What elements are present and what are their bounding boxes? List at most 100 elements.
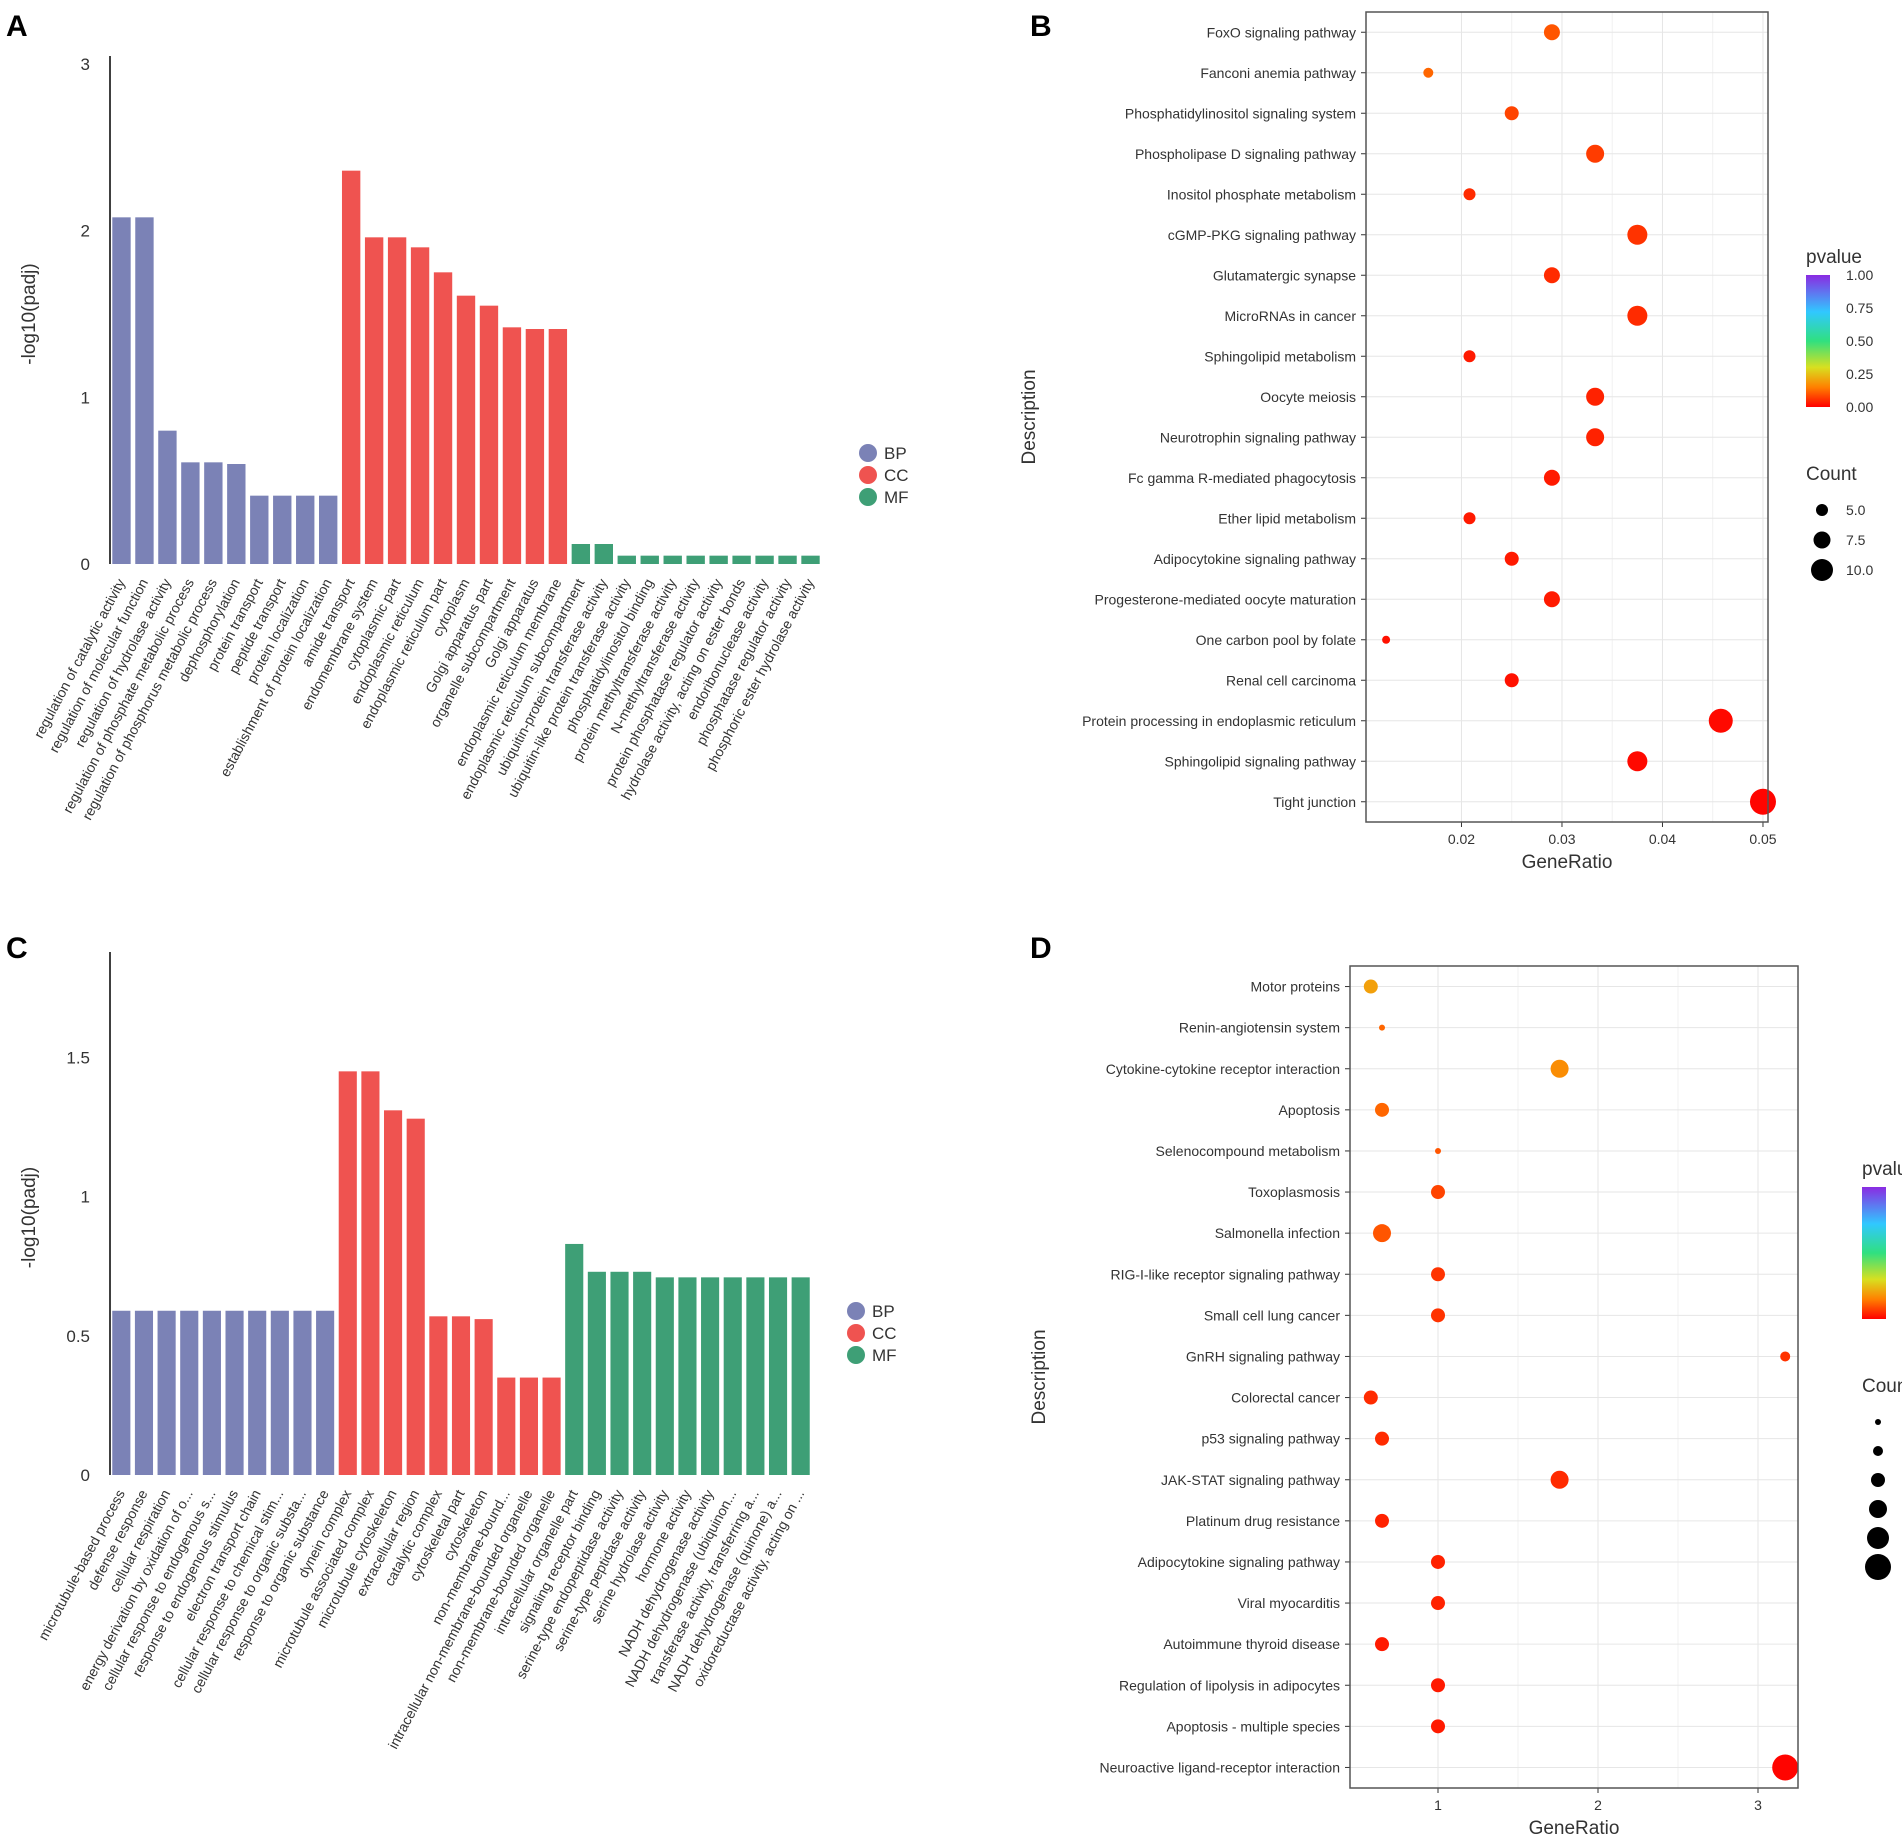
point-autoimmune-thyroid-disease xyxy=(1375,1637,1389,1652)
bar-ubiquitin-protein-transferase-activity xyxy=(594,544,613,564)
y-tick-label: p53 signaling pathway xyxy=(1201,1431,1340,1447)
bar-cytoplasmic-part xyxy=(387,237,407,565)
bar-protein-localization xyxy=(296,495,315,564)
bar-signaling-receptor-binding xyxy=(587,1271,606,1475)
y-tick-label: GnRH signaling pathway xyxy=(1186,1348,1340,1364)
bar-nadh-dehydrogenase-ubiquinon xyxy=(723,1277,742,1475)
y-tick-label: Neuroactive ligand-receptor interaction xyxy=(1100,1759,1340,1775)
x-tick-label: 0.05 xyxy=(1749,831,1776,847)
point-fc-gamma-r-mediated-phagocytosis xyxy=(1543,469,1560,486)
bar-dephosphorylation xyxy=(227,464,246,564)
bar-intracellular-non-membrane-bounded-organelle xyxy=(519,1377,538,1475)
point-cytokine-cytokine-receptor-interaction xyxy=(1550,1059,1569,1078)
plot-background xyxy=(1350,966,1798,1788)
point-neuroactive-ligand-receptor-interaction xyxy=(1772,1754,1799,1781)
size-legend-dot xyxy=(1811,559,1833,581)
bar-organelle-subcompartment xyxy=(502,327,522,564)
bar-response-to-organic-substance xyxy=(316,1310,335,1475)
bar-protein-phosphatase-regulator-activity xyxy=(709,555,728,564)
point-p53-signaling-pathway xyxy=(1375,1431,1389,1446)
legend-dot-bp xyxy=(847,1302,865,1320)
bar-protein-transport xyxy=(250,495,269,564)
color-legend-title: pvalue xyxy=(1806,247,1862,268)
color-legend-title: pvalue xyxy=(1862,1159,1902,1180)
point-sphingolipid-metabolism xyxy=(1463,350,1476,363)
x-tick-label: 0.03 xyxy=(1548,831,1575,847)
bar-defense-response xyxy=(134,1310,154,1475)
point-phospholipase-d-signaling-pathway xyxy=(1586,144,1605,163)
x-axis-title: GeneRatio xyxy=(1529,1818,1620,1836)
bar-serine-type-peptidase-activity xyxy=(633,1271,652,1475)
bar-phosphatidylinositol-binding xyxy=(640,555,659,564)
legend-dot-cc xyxy=(847,1324,865,1342)
bar-regulation-of-catalytic-activity xyxy=(112,217,131,565)
y-tick-label: Apoptosis xyxy=(1279,1102,1340,1118)
bar-regulation-of-phosphate-metabolic-process xyxy=(181,462,200,564)
y-tick-label: Protein processing in endoplasmic reticu… xyxy=(1082,713,1356,729)
y-tick-label: Small cell lung cancer xyxy=(1204,1307,1341,1323)
point-selenocompound-metabolism xyxy=(1435,1147,1441,1154)
point-tight-junction xyxy=(1749,788,1776,815)
point-colorectal-cancer xyxy=(1363,1390,1378,1405)
legend-label-bp: BP xyxy=(872,1302,895,1321)
size-legend-title: Count xyxy=(1806,464,1857,485)
size-legend-dot xyxy=(1871,1473,1885,1487)
bar-dynein-complex xyxy=(338,1071,357,1475)
point-protein-processing-in-endoplasmic-reticulum xyxy=(1708,708,1733,733)
point-apoptosis xyxy=(1375,1102,1389,1117)
dot-plot-d: 1 2 3 Motor proteins Renin-angiotensin syste… xyxy=(1029,965,1902,1836)
point-platinum-drug-resistance xyxy=(1375,1513,1389,1528)
bar-cellular-respiration xyxy=(157,1310,176,1475)
bar-regulation-of-hydrolase-activity xyxy=(158,430,177,564)
legend-label-bp: BP xyxy=(884,444,907,463)
size-legend-label: 10.0 xyxy=(1846,562,1873,578)
y-tick-label: RIG-I-like receptor signaling pathway xyxy=(1110,1266,1340,1282)
bar-amide-transport xyxy=(341,170,361,564)
x-tick-label: 0.04 xyxy=(1649,831,1676,847)
point-renin-angiotensin-system xyxy=(1379,1024,1385,1031)
point-apoptosis-multiple-species xyxy=(1431,1719,1445,1734)
point-one-carbon-pool-by-folate xyxy=(1382,635,1391,644)
y-tick-label: Phosphatidylinositol signaling system xyxy=(1125,105,1356,121)
dot-plot-b: 0.02 0.03 0.04 0.05 FoxO signaling pathway Fa… xyxy=(1019,11,1873,873)
bar-phosphoric-ester-hydrolase-activity xyxy=(801,555,820,564)
colorbar-tick-label: 1.00 xyxy=(1846,267,1873,283)
legend-label-cc: CC xyxy=(884,466,909,485)
bar-hydrolase-activity-acting-on-ester-bonds xyxy=(732,555,751,564)
bar-cytoskeleton xyxy=(474,1319,493,1475)
bar-extracellular-region xyxy=(406,1118,425,1475)
y-axis-title: Description xyxy=(1029,1329,1050,1424)
bar-phosphatase-regulator-activity xyxy=(778,555,797,564)
y-tick-label: Sphingolipid signaling pathway xyxy=(1165,753,1356,769)
bar-cytoplasm xyxy=(456,295,476,564)
size-legend-dot xyxy=(1865,1554,1891,1580)
bar-nadh-dehydrogenase-quinone-a xyxy=(768,1277,788,1475)
point-toxoplasmosis xyxy=(1431,1185,1445,1200)
plot-border xyxy=(1365,11,1769,823)
plot-background xyxy=(1366,12,1768,822)
bar-chart-c: 00.511.5-log10(padj)microtubule-based pr… xyxy=(19,952,897,1751)
point-motor-proteins xyxy=(1363,979,1378,994)
y-tick-label: FoxO signaling pathway xyxy=(1207,24,1356,40)
point-adipocytokine-signaling-pathway xyxy=(1431,1554,1445,1569)
size-legend-title: Count xyxy=(1862,1376,1902,1397)
panel-label-a: A xyxy=(6,10,28,43)
y-tick-label: Renin-angiotensin system xyxy=(1179,1020,1340,1036)
y-tick-label: Neurotrophin signaling pathway xyxy=(1160,429,1356,445)
x-tick-label: 2 xyxy=(1594,1797,1602,1813)
y-axis-title: Description xyxy=(1019,369,1040,464)
bar-endomembrane-system xyxy=(364,237,384,565)
bar-endoplasmic-reticulum xyxy=(410,247,430,565)
point-micrornas-in-cancer xyxy=(1627,305,1648,326)
panel-label-d: D xyxy=(1030,932,1052,965)
colorbar-tick-label: 0.50 xyxy=(1846,333,1873,349)
panel-label-c: C xyxy=(6,932,28,965)
bar-serine-hydrolase-activity xyxy=(655,1277,674,1475)
y-tick-label: MicroRNAs in cancer xyxy=(1225,308,1357,324)
bar-non-membrane-bound xyxy=(497,1377,516,1475)
bar-catalytic-complex xyxy=(429,1316,448,1475)
point-jak-stat-signaling-pathway xyxy=(1550,1470,1569,1489)
pvalue-colorbar xyxy=(1806,275,1830,407)
